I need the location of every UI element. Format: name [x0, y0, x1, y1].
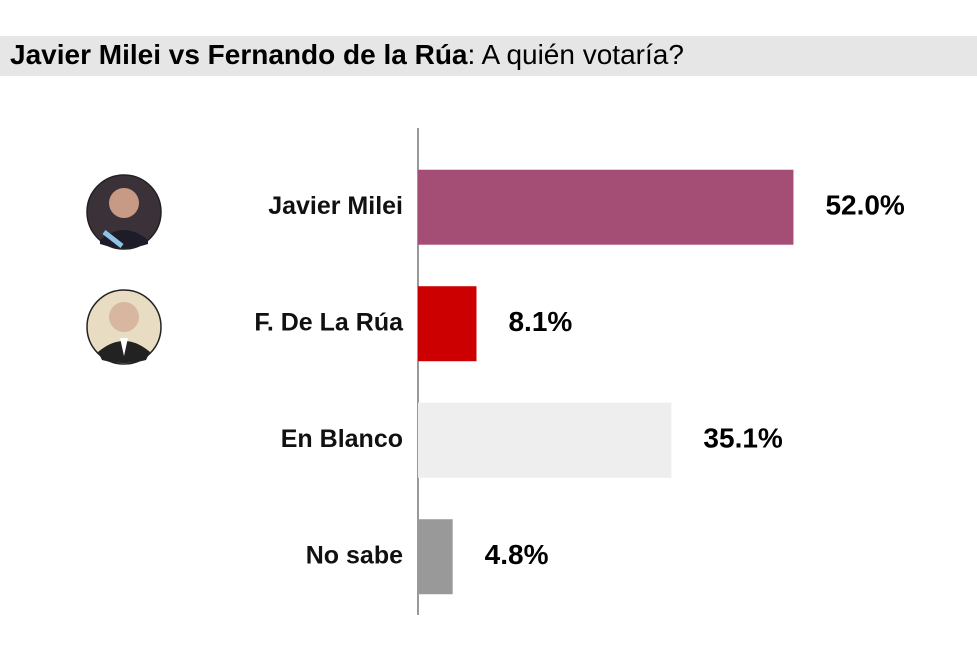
- bar: [418, 519, 453, 595]
- chart-subtitle: : A quién votaría?: [468, 39, 684, 70]
- value-label: 4.8%: [485, 539, 549, 570]
- category-label: Javier Milei: [268, 192, 403, 220]
- category-label: En Blanco: [281, 425, 403, 453]
- avatar: [86, 289, 162, 365]
- title-text: Javier Milei vs Fernando de la Rúa: A qu…: [10, 39, 684, 70]
- bar: [418, 169, 794, 245]
- category-label: F. De La Rúa: [254, 308, 404, 336]
- avatar: [86, 174, 162, 250]
- value-label: 52.0%: [825, 190, 904, 221]
- title-band: [0, 36, 977, 76]
- value-label: 35.1%: [703, 423, 782, 454]
- category-label: No sabe: [306, 541, 403, 569]
- chart-title: Javier Milei vs Fernando de la Rúa: [10, 39, 468, 70]
- value-label: 8.1%: [508, 306, 572, 337]
- bar: [418, 402, 672, 478]
- bar: [418, 286, 477, 362]
